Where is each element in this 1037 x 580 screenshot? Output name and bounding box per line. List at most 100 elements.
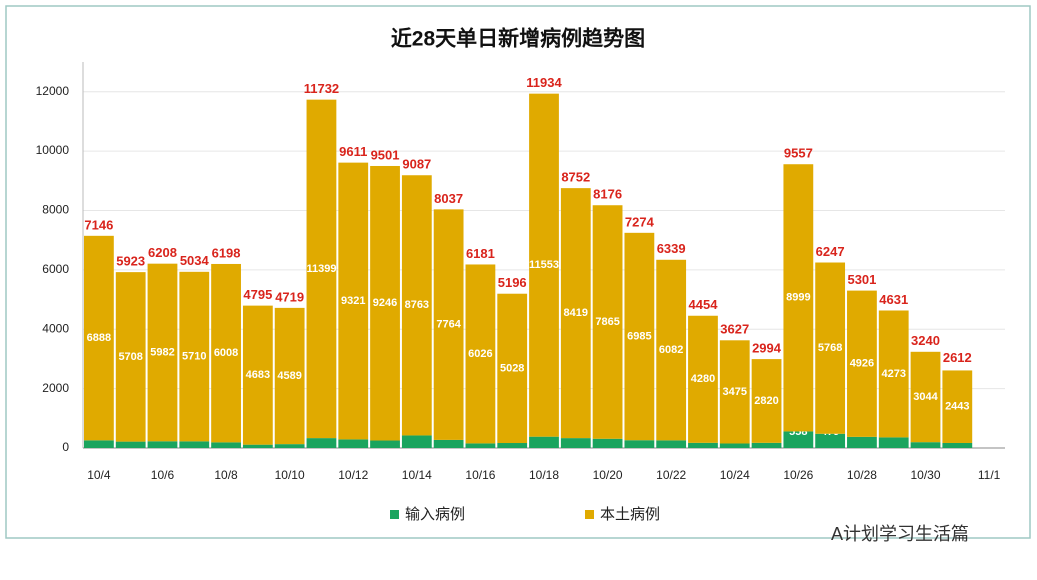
bar-segment — [338, 162, 369, 440]
y-tick-label: 6000 — [42, 262, 69, 276]
legend-label: 本土病例 — [600, 506, 660, 523]
bar-segment — [719, 443, 750, 448]
total-label: 5923 — [116, 254, 145, 269]
bar-segment — [910, 351, 941, 443]
bar-segment — [751, 359, 782, 443]
data-label: 8419 — [564, 307, 588, 319]
bar-segment — [338, 439, 369, 448]
x-tick-label: 10/18 — [529, 468, 559, 482]
total-label: 4795 — [243, 287, 272, 302]
bar-segment — [592, 205, 623, 439]
x-tick-label: 10/14 — [402, 468, 432, 482]
data-label: 7865 — [595, 316, 619, 328]
data-label: 6985 — [627, 330, 651, 342]
watermark: A计划学习生活篇 — [831, 524, 969, 544]
legend-swatch — [390, 510, 399, 519]
bar-segment — [242, 305, 273, 445]
bar-segment — [465, 443, 496, 448]
bar-segment — [847, 436, 877, 448]
total-label: 2612 — [943, 350, 972, 365]
total-label: 8176 — [593, 187, 622, 202]
x-tick-label: 10/10 — [275, 468, 305, 482]
bar-segment — [656, 440, 687, 448]
total-label: 5301 — [847, 272, 876, 287]
total-label: 8752 — [561, 170, 590, 185]
data-label: 4683 — [246, 369, 270, 381]
bar-segment — [815, 433, 846, 448]
bar-segment — [115, 441, 146, 448]
bar-segment — [656, 259, 687, 441]
y-tick-label: 10000 — [36, 143, 70, 157]
bar-segment — [560, 438, 591, 448]
chart-title: 近28天单日新增病例趋势图 — [391, 27, 645, 51]
data-label: 9321 — [341, 295, 365, 307]
x-tick-label: 10/16 — [465, 468, 495, 482]
bar-segment — [211, 263, 241, 443]
x-tick-label: 10/24 — [720, 468, 750, 482]
data-label: 4926 — [850, 358, 874, 370]
bar-segment — [274, 444, 305, 448]
total-label: 4719 — [275, 289, 304, 304]
data-label: 5982 — [150, 346, 174, 358]
bar-segment — [115, 272, 146, 442]
total-label: 9087 — [402, 157, 431, 172]
data-label: 5768 — [818, 342, 842, 354]
bar-segment — [878, 437, 909, 448]
y-tick-label: 4000 — [42, 321, 69, 335]
y-tick-label: 0 — [62, 440, 69, 454]
bar-segment — [465, 264, 496, 444]
bar-segment — [592, 438, 623, 448]
total-label: 5034 — [180, 253, 210, 268]
data-label: 6008 — [214, 347, 238, 359]
total-label: 3240 — [911, 333, 940, 348]
total-label: 6181 — [466, 246, 495, 261]
total-label: 11934 — [526, 75, 562, 90]
bar-segment — [306, 438, 337, 448]
total-label: 3627 — [720, 322, 749, 337]
bar-segment — [560, 188, 591, 439]
x-tick-label: 10/4 — [87, 468, 111, 482]
total-label: 8037 — [434, 191, 463, 206]
total-label: 7146 — [84, 217, 113, 232]
bar-segment — [751, 442, 782, 448]
data-label: 11553 — [529, 259, 559, 271]
bar-segment — [179, 271, 210, 442]
bar-segment — [433, 439, 464, 448]
bar-segment — [529, 436, 559, 448]
total-label: 4631 — [879, 292, 908, 307]
total-label: 6208 — [148, 245, 177, 260]
bar-segment — [815, 262, 846, 434]
bar-segment — [719, 340, 750, 444]
x-tick-label: 10/30 — [911, 468, 941, 482]
bar-segment — [433, 209, 464, 440]
total-label: 6339 — [657, 241, 686, 256]
data-label: 5028 — [500, 362, 524, 374]
total-label: 5196 — [498, 275, 527, 290]
bar-segment — [401, 175, 432, 436]
bar-segment — [242, 444, 273, 448]
data-label: 8999 — [786, 292, 810, 304]
x-tick-label: 10/8 — [214, 468, 238, 482]
total-label: 4454 — [689, 297, 719, 312]
total-label: 11732 — [304, 81, 339, 96]
data-label: 8763 — [405, 299, 429, 311]
data-label: 2443 — [945, 401, 969, 413]
bar-segment — [497, 443, 528, 448]
legend-label: 输入病例 — [405, 506, 465, 523]
total-label: 9501 — [371, 147, 400, 162]
data-label: 6026 — [468, 348, 492, 360]
total-label: 6198 — [212, 245, 241, 260]
bar-segment — [274, 307, 305, 445]
bar-segment — [783, 431, 814, 448]
bar-segment — [688, 315, 718, 443]
total-label: 6247 — [816, 244, 845, 259]
data-label: 6082 — [659, 344, 683, 356]
bar-segment — [147, 441, 178, 448]
total-label: 9557 — [784, 146, 813, 161]
bar-segment — [910, 442, 941, 448]
x-tick-label: 10/22 — [656, 468, 686, 482]
bar-segment — [624, 440, 655, 448]
bar-segment — [688, 442, 718, 448]
y-tick-label: 12000 — [36, 84, 70, 98]
bar-segment — [624, 232, 655, 441]
